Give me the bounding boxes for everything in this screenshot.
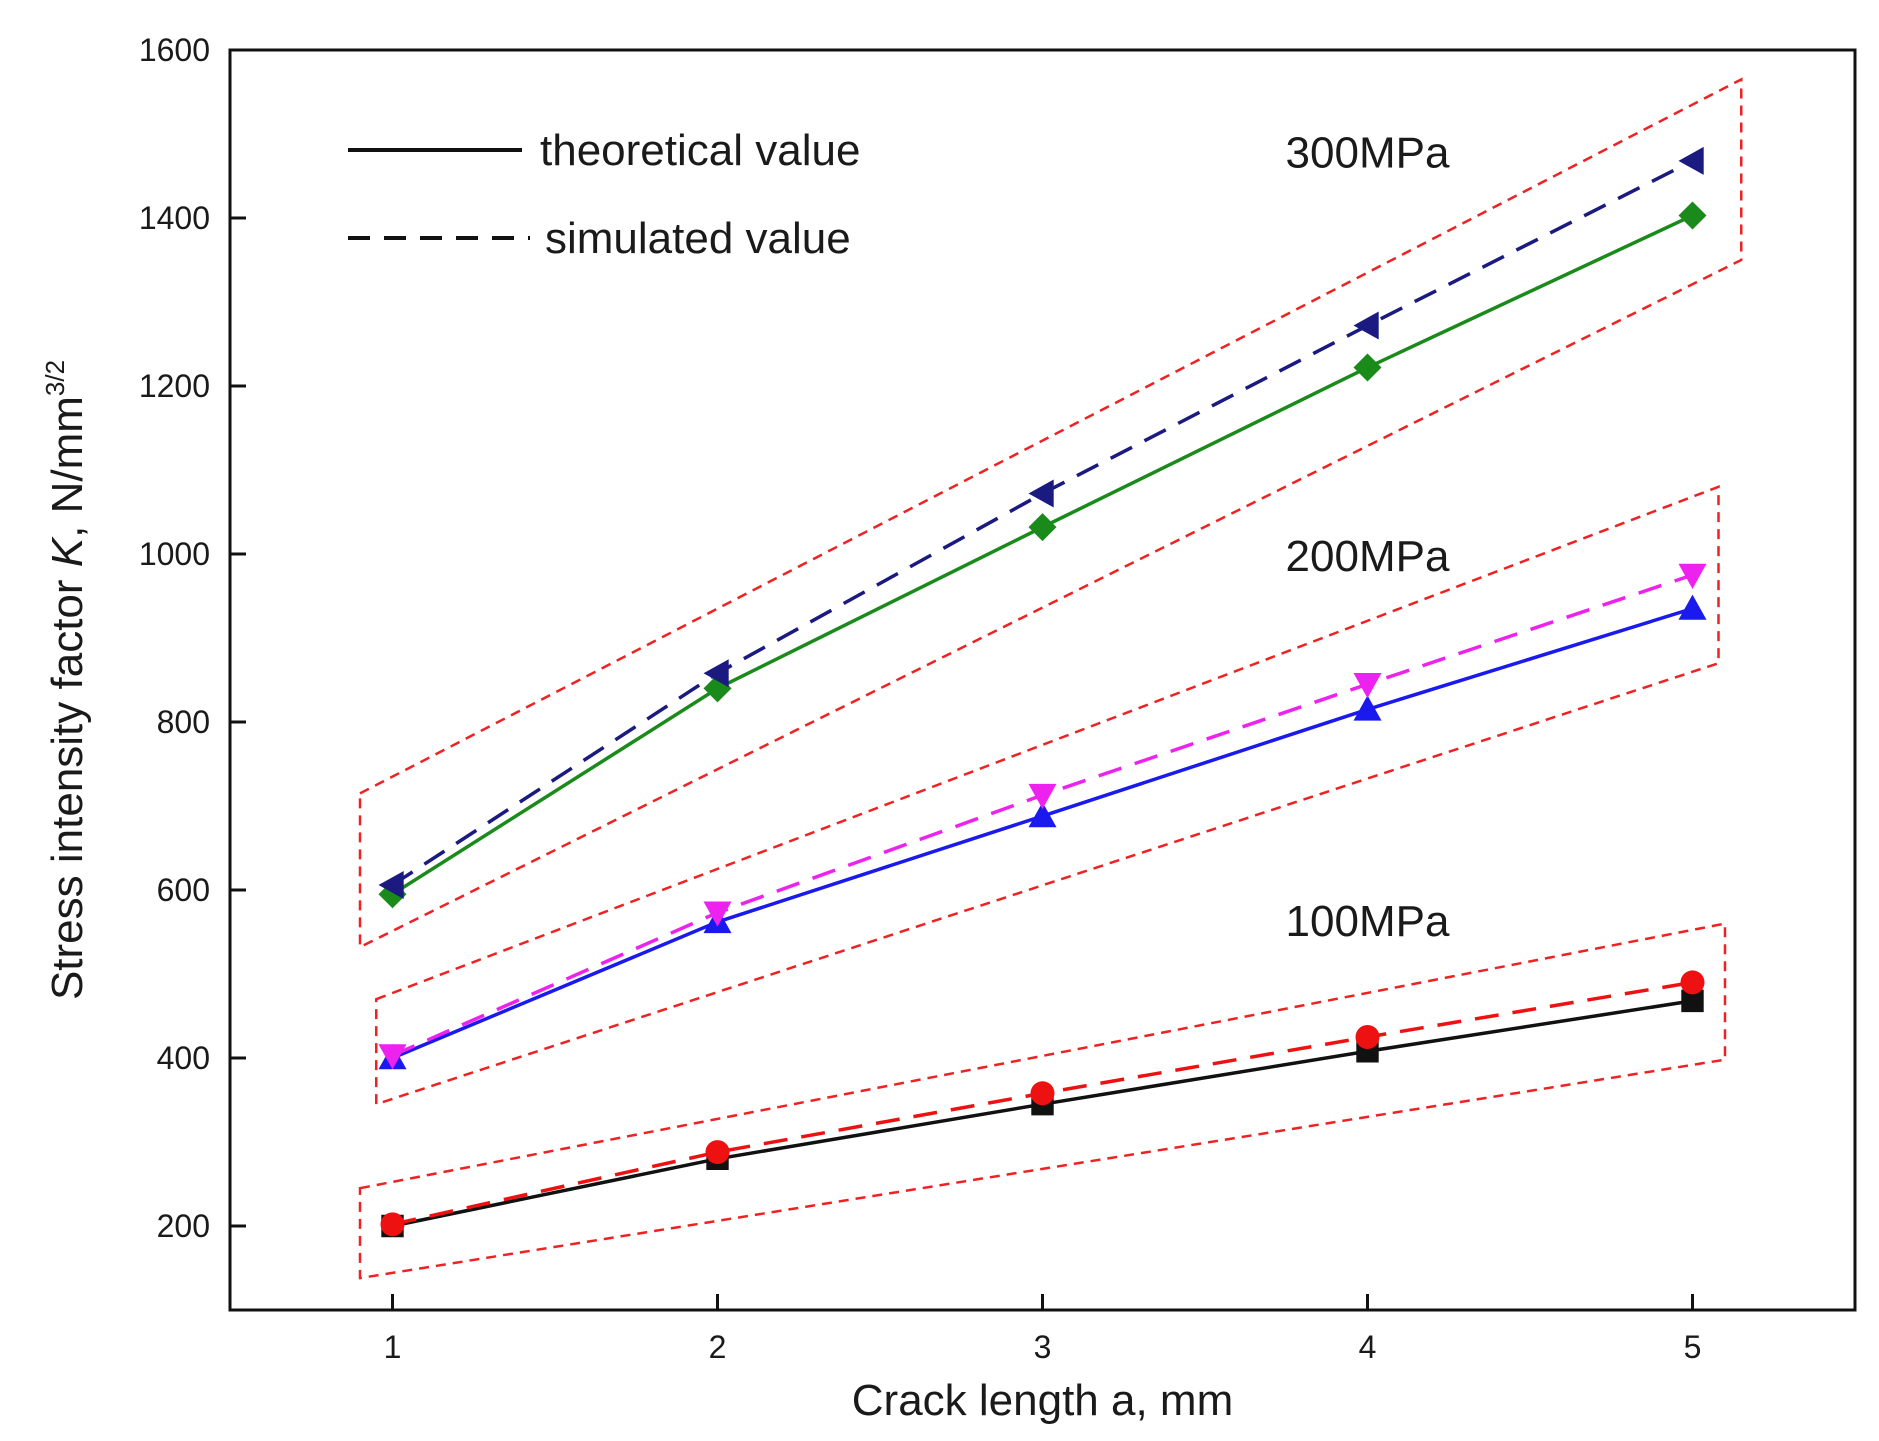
- band-200MPa: [375, 484, 1720, 1106]
- y-axis-title-variable: K: [43, 536, 92, 567]
- y-tick-label-1: 400: [157, 1040, 210, 1076]
- confidence-bands: [358, 77, 1743, 1280]
- marker-triangle-left-1-4: [1678, 146, 1704, 175]
- marker-triangle-left-1-0: [378, 870, 404, 899]
- x-tick-label-2: 3: [1034, 1329, 1052, 1365]
- x-tick-label-3: 4: [1359, 1329, 1377, 1365]
- y-axis-title-exponent: 3/2: [40, 360, 70, 396]
- y-tick-label-6: 1400: [139, 200, 210, 236]
- marker-circle-5-2: [1030, 1081, 1055, 1106]
- band-100MPa: [358, 922, 1727, 1280]
- legend: theoretical value simulated value: [348, 126, 860, 263]
- y-tick-label-3: 800: [157, 704, 210, 740]
- marker-triangle-down-3-1: [703, 901, 732, 927]
- band-label-300MPa: 300MPa: [1286, 129, 1450, 178]
- marker-triangle-left-1-3: [1353, 311, 1379, 340]
- marker-triangle-up-2-3: [1353, 695, 1382, 721]
- x-axis-title: Crack length a, mm: [852, 1376, 1233, 1425]
- band-300MPa: [358, 77, 1743, 950]
- y-tick-label-0: 200: [157, 1208, 210, 1244]
- axis-ticks: 1 2 3 4 5 200 400 600 800 1000 1200 1400 1600: [139, 32, 1702, 1365]
- marker-circle-5-1: [705, 1140, 730, 1165]
- marker-square-4-4: [1681, 989, 1704, 1013]
- marker-triangle-down-3-4: [1678, 563, 1707, 589]
- marker-diamond-0-3: [1353, 353, 1382, 382]
- marker-triangle-up-2-2: [1028, 802, 1057, 828]
- y-axis-title-unit: , N/mm: [43, 396, 92, 538]
- marker-triangle-down-3-3: [1353, 673, 1382, 699]
- marker-triangle-up-2-4: [1678, 594, 1707, 620]
- y-tick-label-7: 1600: [139, 32, 210, 68]
- y-tick-label-2: 600: [157, 872, 210, 908]
- series-lines: [391, 159, 1694, 1228]
- marker-triangle-left-1-1: [703, 659, 729, 688]
- marker-diamond-0-2: [1028, 513, 1057, 542]
- x-tick-label-4: 5: [1684, 1329, 1702, 1365]
- marker-triangle-down-3-2: [1028, 783, 1057, 810]
- band-label-100MPa: 100MPa: [1286, 897, 1450, 946]
- y-tick-label-4: 1000: [139, 536, 210, 572]
- marker-circle-5-4: [1680, 970, 1705, 995]
- y-tick-label-5: 1200: [139, 368, 210, 404]
- marker-circle-5-0: [380, 1212, 405, 1237]
- legend-label-simulated: simulated value: [545, 214, 851, 263]
- marker-triangle-left-1-2: [1028, 479, 1054, 508]
- band-label-200MPa: 200MPa: [1286, 532, 1450, 581]
- series-markers: [378, 146, 1707, 1238]
- band-labels: 300MPa 200MPa 100MPa: [1286, 129, 1450, 947]
- marker-diamond-0-4: [1678, 201, 1707, 230]
- marker-triangle-down-3-0: [378, 1044, 407, 1070]
- y-axis-title: Stress intensity factor K, N/mm3/2: [40, 360, 92, 1000]
- x-tick-label-0: 1: [384, 1329, 402, 1365]
- marker-circle-5-3: [1355, 1025, 1380, 1049]
- x-tick-label-1: 2: [709, 1329, 727, 1365]
- legend-label-theoretical: theoretical value: [540, 126, 860, 175]
- y-axis-title-prefix: Stress intensity factor: [43, 567, 92, 1000]
